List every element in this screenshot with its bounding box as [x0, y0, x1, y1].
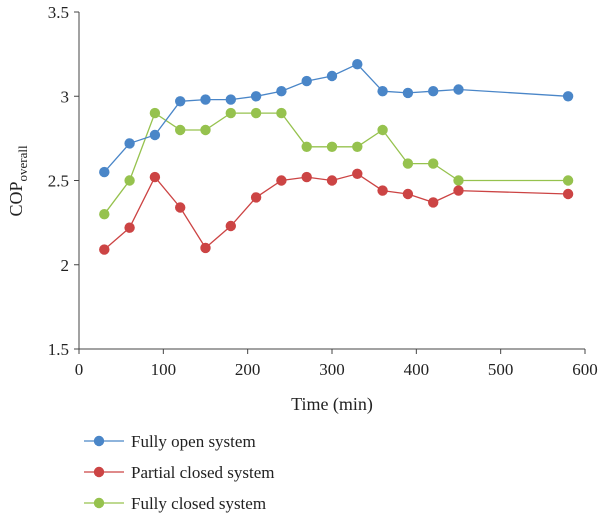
x-tick-label: 100: [151, 360, 177, 379]
data-point: [175, 124, 186, 136]
legend-swatch-marker: [93, 435, 105, 447]
data-point: [276, 86, 287, 97]
data-point: [562, 175, 574, 186]
legend-item: Fully open system: [84, 432, 256, 451]
data-point: [99, 244, 110, 255]
data-point: [149, 129, 161, 141]
series-line: [103, 63, 569, 173]
data-point: [377, 185, 388, 196]
data-point: [453, 175, 464, 186]
legend-swatch-marker: [93, 466, 105, 478]
x-axis-title: Time (min): [291, 394, 373, 415]
y-tick-label: 3.5: [48, 3, 69, 22]
data-point: [149, 171, 161, 183]
data-point: [225, 94, 236, 105]
data-point: [326, 70, 338, 82]
data-point: [250, 107, 262, 119]
legend-label: Fully open system: [131, 432, 256, 451]
data-point: [352, 141, 363, 152]
data-point: [352, 58, 363, 70]
data-point: [124, 138, 135, 149]
data-point: [250, 91, 262, 102]
series-line: [103, 112, 569, 215]
data-point: [200, 94, 211, 105]
data-point: [276, 175, 287, 186]
y-tick-label: 2.5: [48, 172, 69, 191]
series-fully-open-system: [99, 58, 574, 178]
y-axis-title-subscript: overall: [15, 145, 30, 181]
data-point: [301, 171, 312, 183]
data-point: [326, 175, 338, 186]
data-point: [175, 96, 186, 107]
data-point: [301, 75, 312, 87]
series-layer: [99, 58, 574, 255]
data-point: [250, 192, 262, 203]
legend-item: Fully closed system: [84, 494, 266, 513]
series-partial-closed-system: [99, 168, 574, 255]
y-tick-label: 1.5: [48, 340, 69, 359]
x-tick-label: 400: [404, 360, 430, 379]
data-point: [99, 209, 110, 220]
data-point: [200, 124, 211, 136]
y-tick-label: 3: [61, 87, 70, 106]
data-point: [562, 188, 574, 200]
data-point: [225, 107, 236, 119]
data-point: [402, 87, 414, 99]
legend-label: Fully closed system: [131, 494, 266, 513]
data-point: [377, 124, 388, 136]
plot-area: 0 100 200 300 400 500 600 1.5 2 2.5 3 3.5: [48, 3, 598, 379]
data-point: [124, 175, 135, 186]
x-tick-label: 0: [75, 360, 84, 379]
x-tick-label: 300: [319, 360, 345, 379]
data-point: [175, 202, 186, 213]
legend-swatch-marker: [93, 497, 105, 509]
data-point: [402, 158, 414, 169]
legend-label: Partial closed system: [131, 463, 275, 482]
series-fully-closed-system: [99, 107, 574, 220]
y-ticks: 1.5 2 2.5 3 3.5: [48, 3, 79, 359]
legend: Fully open system Partial closed system Fu…: [84, 432, 275, 513]
data-point: [562, 91, 574, 102]
data-point: [99, 166, 110, 178]
x-tick-label: 200: [235, 360, 261, 379]
data-point: [200, 242, 211, 254]
data-point: [428, 197, 439, 208]
x-tick-label: 500: [488, 360, 514, 379]
data-point: [428, 158, 439, 169]
data-point: [149, 107, 161, 119]
data-point: [453, 185, 464, 196]
data-point: [352, 168, 363, 179]
x-ticks: 0 100 200 300 400 500 600: [75, 349, 598, 379]
y-axis-title-main: COP: [6, 182, 26, 217]
data-point: [301, 141, 312, 152]
data-point: [124, 222, 135, 233]
data-point: [377, 86, 388, 97]
y-tick-label: 2: [61, 256, 70, 275]
data-point: [326, 141, 338, 152]
legend-item: Partial closed system: [84, 463, 275, 482]
data-point: [276, 107, 287, 119]
data-point: [428, 86, 439, 97]
data-point: [225, 220, 236, 232]
data-point: [402, 188, 414, 200]
data-point: [453, 84, 464, 95]
y-axis-title: COPoverall: [6, 145, 30, 216]
x-tick-label: 600: [572, 360, 598, 379]
series-line: [103, 173, 569, 251]
